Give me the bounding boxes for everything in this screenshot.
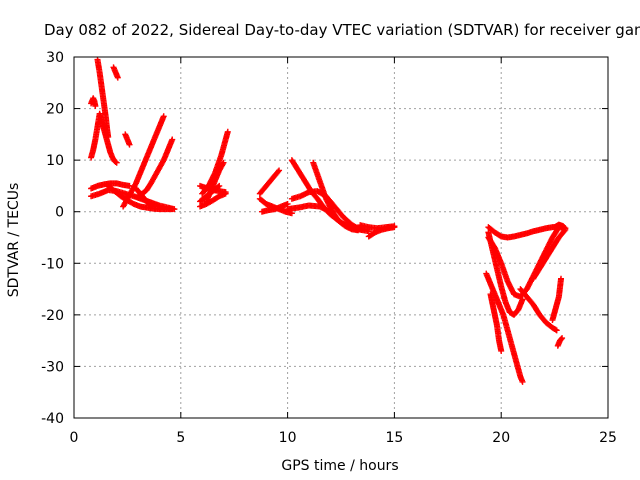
series-arc9 [120,113,167,210]
data-point [126,141,133,148]
data-point [112,158,119,165]
series-arc11 [132,185,157,210]
y-tick-label: -40 [41,411,64,427]
data-point [114,74,121,81]
data-point [498,347,505,354]
series-arc3 [94,56,112,140]
data-point [215,183,222,190]
plot-frame [73,56,609,419]
x-tick-labels: 0 5 10 15 20 25 [70,430,617,446]
x-tick-label: 10 [279,430,297,446]
data-point [275,168,282,175]
data-point [169,136,176,143]
y-tick-label: -20 [41,308,64,324]
axis-ticks [73,56,609,419]
x-tick-label: 5 [176,430,185,446]
data-point [519,378,526,385]
x-axis-label: GPS time / hours [281,458,398,474]
data-point [222,189,229,196]
y-tick-label: 30 [46,50,64,66]
series-arc10 [135,136,176,200]
y-tick-label: -10 [41,256,64,272]
x-tick-label: 20 [492,430,510,446]
data-point [224,128,231,135]
series-arc25 [365,224,398,240]
x-tick-label: 15 [385,430,403,446]
data-point [553,327,560,334]
data-point [558,275,565,282]
y-axis-label: SDTVAR / TECUs [6,183,22,298]
series-arc35 [551,221,569,232]
data-point [220,159,227,166]
data-point [113,159,120,166]
data-point [558,335,565,342]
series-arc32 [530,226,569,282]
data-point [561,224,568,231]
series-arc1 [88,95,99,109]
y-tick-label: 20 [46,102,64,118]
series-arc18 [256,167,283,197]
data-point [219,161,226,168]
data-point [519,296,526,303]
series-arc22 [310,159,362,234]
series-arc19 [258,200,291,215]
data-point [169,206,176,213]
data-point [276,167,283,174]
data-point [150,203,157,210]
series-arc23 [284,202,334,215]
series-arc30 [485,229,526,318]
chart-title: Day 082 of 2022, Sidereal Day-to-day VTE… [44,21,640,39]
data-points [88,56,569,385]
series-arc34 [554,335,566,349]
data-point [391,224,398,231]
series-arc27 [487,291,505,354]
data-point [160,113,167,120]
y-tick-label: -30 [41,359,64,375]
series-arc4 [110,64,121,81]
series-arc5 [122,131,133,148]
x-tick-label: 0 [70,430,79,446]
y-tick-labels: 30 20 10 0 -10 -20 -30 -40 [41,50,64,427]
data-point [355,227,362,234]
series-arc33 [549,275,565,324]
x-tick-label: 25 [599,430,617,446]
data-point [92,102,99,109]
data-point [284,200,291,207]
series-arc7 [88,180,133,192]
series-arc31 [517,286,560,334]
y-tick-label: 10 [46,153,64,169]
data-point [216,182,223,189]
data-point [559,335,566,342]
data-point [562,225,569,232]
data-point [327,208,334,215]
y-tick-label: 0 [55,205,64,221]
data-point [105,133,112,140]
series-arc16 [197,182,223,205]
